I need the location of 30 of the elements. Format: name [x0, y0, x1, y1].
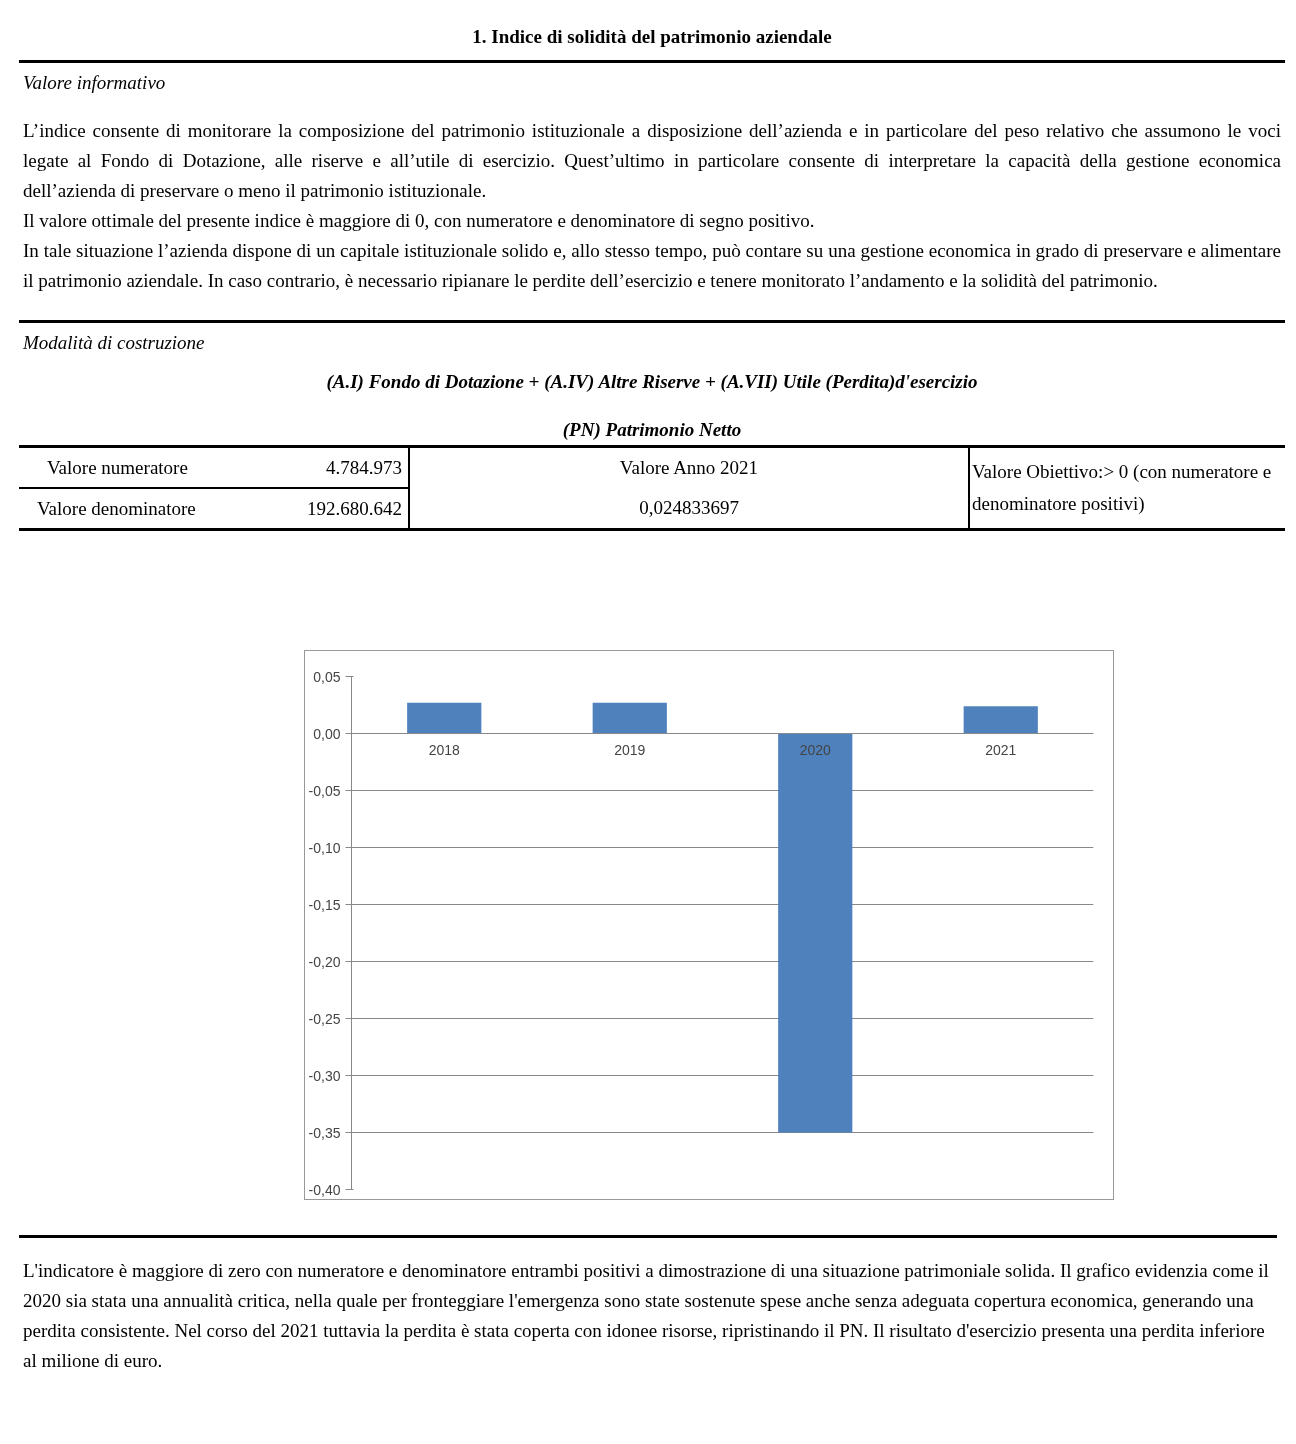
- text: 4.784.973: [259, 446, 409, 488]
- x-tick-label: 2018: [428, 741, 461, 758]
- text: Valore denominatore: [36, 496, 197, 521]
- chart-title: 1. Indice di solidità del patrimonio aziendale: [471, 25, 833, 49]
- text: Valore numeratore: [19, 446, 259, 488]
- x-tick-label: 2019: [614, 741, 646, 758]
- y-tick-label: -0,40: [308, 1181, 341, 1198]
- text: L’indice consente di monitorare la composizione del patrimonio istituzionale a disposizione dell’azienda e in particolare del peso relativo che assumono le voci legate al Fondo di Dotazione, alle riserve e all’utile di esercizio. Quest’ultimo in particolare consente di interpretare la capacità della gestione economica dell’azienda di preservare o meno il patrimonio istituzionale.: [23, 120, 1281, 202]
- text: Il valore ottimale del presente indice è maggiore di 0, con numeratore e denominatore di segno positivo.: [23, 210, 815, 232]
- text: Modalità di costruzione: [19, 320, 1285, 363]
- x-tick-label: 2021: [985, 741, 1017, 758]
- text: In tale situazione l’azienda dispone di un capitale istituzionale solido e, allo stesso tempo, può contare su una gestione economica in grado di preservare e alimentare il patrimonio aziendale. In caso contrario, è necessario ripianare le perdite dell’esercizio e tenere monitorato l’andamento e la solidità del patrimonio.: [23, 240, 1281, 292]
- text: Valore informativo: [19, 60, 1285, 103]
- y-tick-label: -0,15: [308, 896, 341, 913]
- text: L'indicatore è maggiore di zero con numeratore e denominatore entrambi positivi a dimostrazione di una situazione patrimoniale solida. Il grafico evidenzia come il 2020 sia stata una annualità critica, nella quale per fronteggiare l'emergenza sono state sostenute spese anche senza adeguata copertura economica, generando una perdita consistente. Nel corso del 2021 tuttavia la perdita è stata coperta con idonee risorse, ripristinando il PN. Il risultato d'esercizio presenta una perdita inferiore al milione di euro.: [19, 1235, 1277, 1394]
- text: (PN) Patrimonio Netto: [561, 417, 743, 442]
- x-tick-label: 2020: [799, 741, 832, 758]
- y-tick-label: -0,25: [308, 1010, 341, 1027]
- text: Valore Obiettivo:> 0 (con numeratore e denominatore positivi): [971, 459, 1273, 516]
- y-tick-label: 0,05: [313, 668, 341, 685]
- text: Valore Anno 2021: [409, 446, 969, 488]
- text: (A.I) Fondo di Dotazione + (A.IV) Altre Riserve + (A.VII) Utile (Perdita)d'esercizio: [325, 370, 979, 395]
- text: 0,024833697: [409, 487, 969, 530]
- y-tick-label: -0,35: [308, 1124, 341, 1141]
- y-tick-label: -0,30: [308, 1067, 341, 1084]
- y-tick-label: 0,00: [313, 725, 341, 742]
- y-tick-label: -0,20: [308, 953, 341, 970]
- y-tick-label: -0,05: [308, 782, 341, 799]
- text: 192.680.642: [259, 487, 409, 530]
- y-tick-label: -0,10: [308, 839, 341, 856]
